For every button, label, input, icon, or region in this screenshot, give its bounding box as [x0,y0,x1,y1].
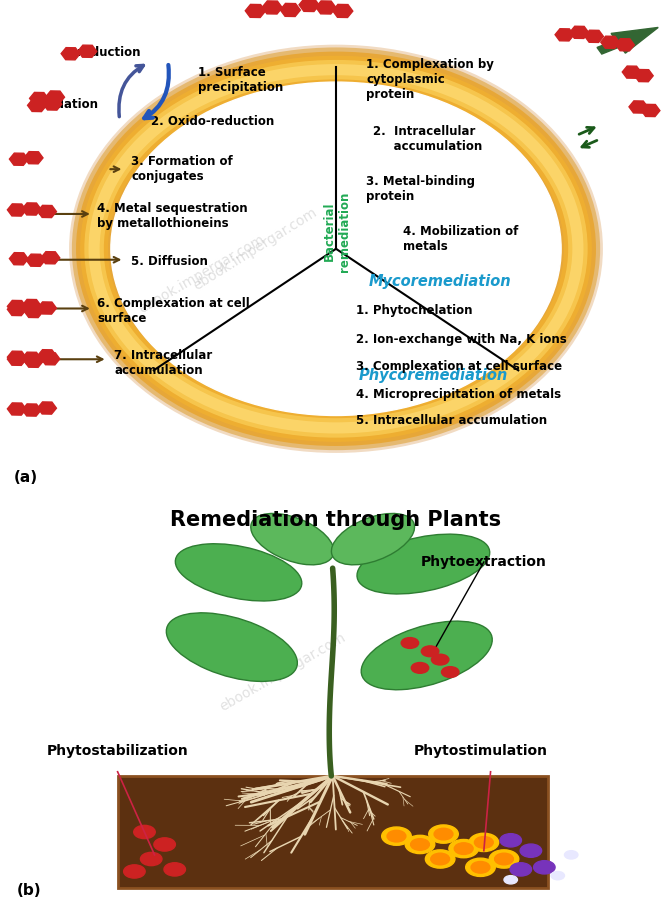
Text: ebook.impergar.com: ebook.impergar.com [217,630,347,714]
Circle shape [489,850,519,868]
Circle shape [466,858,495,876]
FancyArrowPatch shape [144,65,169,118]
Circle shape [520,844,542,857]
Text: 7. Intracellular
accumulation: 7. Intracellular accumulation [114,350,212,377]
Circle shape [431,655,449,665]
Text: 4. Metal sequestration
by metallothioneins: 4. Metal sequestration by metallothionei… [97,203,248,230]
Circle shape [564,851,578,859]
Circle shape [411,839,429,850]
Text: 5. Diffusion: 5. Diffusion [131,255,208,268]
Text: 2. Oxido-reduction: 2. Oxido-reduction [151,115,274,129]
Circle shape [140,853,162,866]
Text: Remediation through Plants: Remediation through Plants [171,510,501,530]
Text: ebook.impergar.com: ebook.impergar.com [136,232,267,316]
Text: 1. Phytochelation: 1. Phytochelation [356,305,472,318]
Text: 4. Mobilization of
metals: 4. Mobilization of metals [403,225,519,253]
Circle shape [431,853,450,865]
Ellipse shape [175,544,302,601]
Circle shape [421,645,439,656]
Text: 6. Complexation at cell
surface: 6. Complexation at cell surface [97,297,250,325]
Text: reduction: reduction [77,46,140,58]
Circle shape [504,876,517,884]
Text: 3. Complexation at cell surface: 3. Complexation at cell surface [356,361,562,373]
Ellipse shape [166,613,298,681]
Text: 4. Microprecipitation of metals: 4. Microprecipitation of metals [356,388,561,401]
Circle shape [154,838,175,851]
Circle shape [401,637,419,648]
Circle shape [510,863,532,876]
Text: 2. Ion-exchange with Na, K ions: 2. Ion-exchange with Na, K ions [356,333,567,346]
Circle shape [454,843,473,855]
Circle shape [471,862,490,873]
Text: Bacterial
remediation: Bacterial remediation [323,191,351,271]
FancyArrowPatch shape [119,66,143,117]
Circle shape [382,827,411,845]
Circle shape [534,861,555,874]
Ellipse shape [357,534,490,594]
Ellipse shape [251,513,334,565]
Circle shape [124,865,145,878]
Circle shape [551,871,564,880]
Text: 3. Formation of
conjugates: 3. Formation of conjugates [131,155,233,184]
Text: 5. Intracellular accumulation: 5. Intracellular accumulation [356,414,547,427]
Text: Phytostabilization: Phytostabilization [47,744,188,758]
Text: Phytostimulation: Phytostimulation [413,744,548,758]
Circle shape [134,825,155,839]
Text: (a): (a) [13,470,38,485]
Text: Mycoremediation: Mycoremediation [369,274,511,289]
Text: (b): (b) [17,884,42,898]
Circle shape [405,835,435,854]
Text: ebook.impergar.com: ebook.impergar.com [191,205,320,293]
Circle shape [449,839,478,857]
Circle shape [411,663,429,673]
Text: 1. Surface
precipitation: 1. Surface precipitation [198,66,284,94]
Ellipse shape [361,621,493,689]
Circle shape [429,825,458,844]
Circle shape [387,830,406,842]
FancyArrow shape [597,27,658,54]
Circle shape [164,863,185,876]
Circle shape [469,834,499,852]
Ellipse shape [331,513,415,565]
Circle shape [495,853,513,865]
Text: oxidation: oxidation [37,98,99,111]
Text: 1. Complexation by
cytoplasmic
protein: 1. Complexation by cytoplasmic protein [366,58,494,101]
Text: Phytoextraction: Phytoextraction [421,555,547,569]
Circle shape [111,82,561,415]
Circle shape [434,828,453,840]
Circle shape [425,850,455,868]
Bar [118,776,548,888]
Circle shape [442,666,459,677]
Text: Phycoremediation: Phycoremediation [359,368,508,383]
Circle shape [500,834,521,847]
Text: 2.  Intracellular
     accumulation: 2. Intracellular accumulation [373,125,482,153]
Text: 3. Metal-binding
protein: 3. Metal-binding protein [366,175,475,203]
Circle shape [474,836,493,848]
